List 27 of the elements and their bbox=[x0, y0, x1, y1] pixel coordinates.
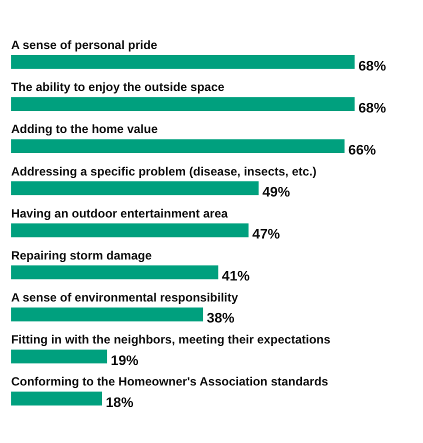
y-tick-label: Conforming to the Homeowner's Association standards bbox=[11, 374, 329, 389]
y-tick-label: A sense of personal pride bbox=[11, 38, 158, 52]
data-label: 47% bbox=[252, 226, 280, 242]
y-tick-label: A sense of environmental responsibility bbox=[11, 290, 238, 304]
y-tick-label: Having an outdoor entertainment area bbox=[11, 206, 228, 220]
y-tick-label: Addressing a specific problem (disease, insects, etc.) bbox=[11, 164, 317, 178]
y-tick-label: Adding to the home value bbox=[11, 122, 158, 136]
data-label: 19% bbox=[110, 352, 138, 368]
data-label: 41% bbox=[222, 268, 250, 284]
bar bbox=[11, 97, 355, 111]
y-tick-label: The ability to enjoy the outside space bbox=[11, 80, 225, 94]
bar bbox=[11, 392, 102, 406]
data-label: 68% bbox=[358, 99, 386, 116]
data-label: 66% bbox=[348, 141, 376, 158]
bar bbox=[11, 265, 218, 280]
bar bbox=[11, 350, 108, 364]
data-label: 38% bbox=[206, 310, 234, 326]
data-label: 18% bbox=[106, 394, 134, 410]
bar bbox=[11, 55, 355, 69]
y-tick-label: Repairing storm damage bbox=[11, 248, 152, 262]
bar bbox=[11, 223, 249, 238]
bar bbox=[11, 307, 204, 322]
bar bbox=[11, 139, 345, 154]
data-label: 68% bbox=[358, 57, 386, 74]
data-label: 49% bbox=[262, 184, 290, 200]
y-tick-label: Fitting in with the neighbors, meeting their expectations bbox=[11, 332, 331, 347]
bar bbox=[11, 181, 259, 196]
